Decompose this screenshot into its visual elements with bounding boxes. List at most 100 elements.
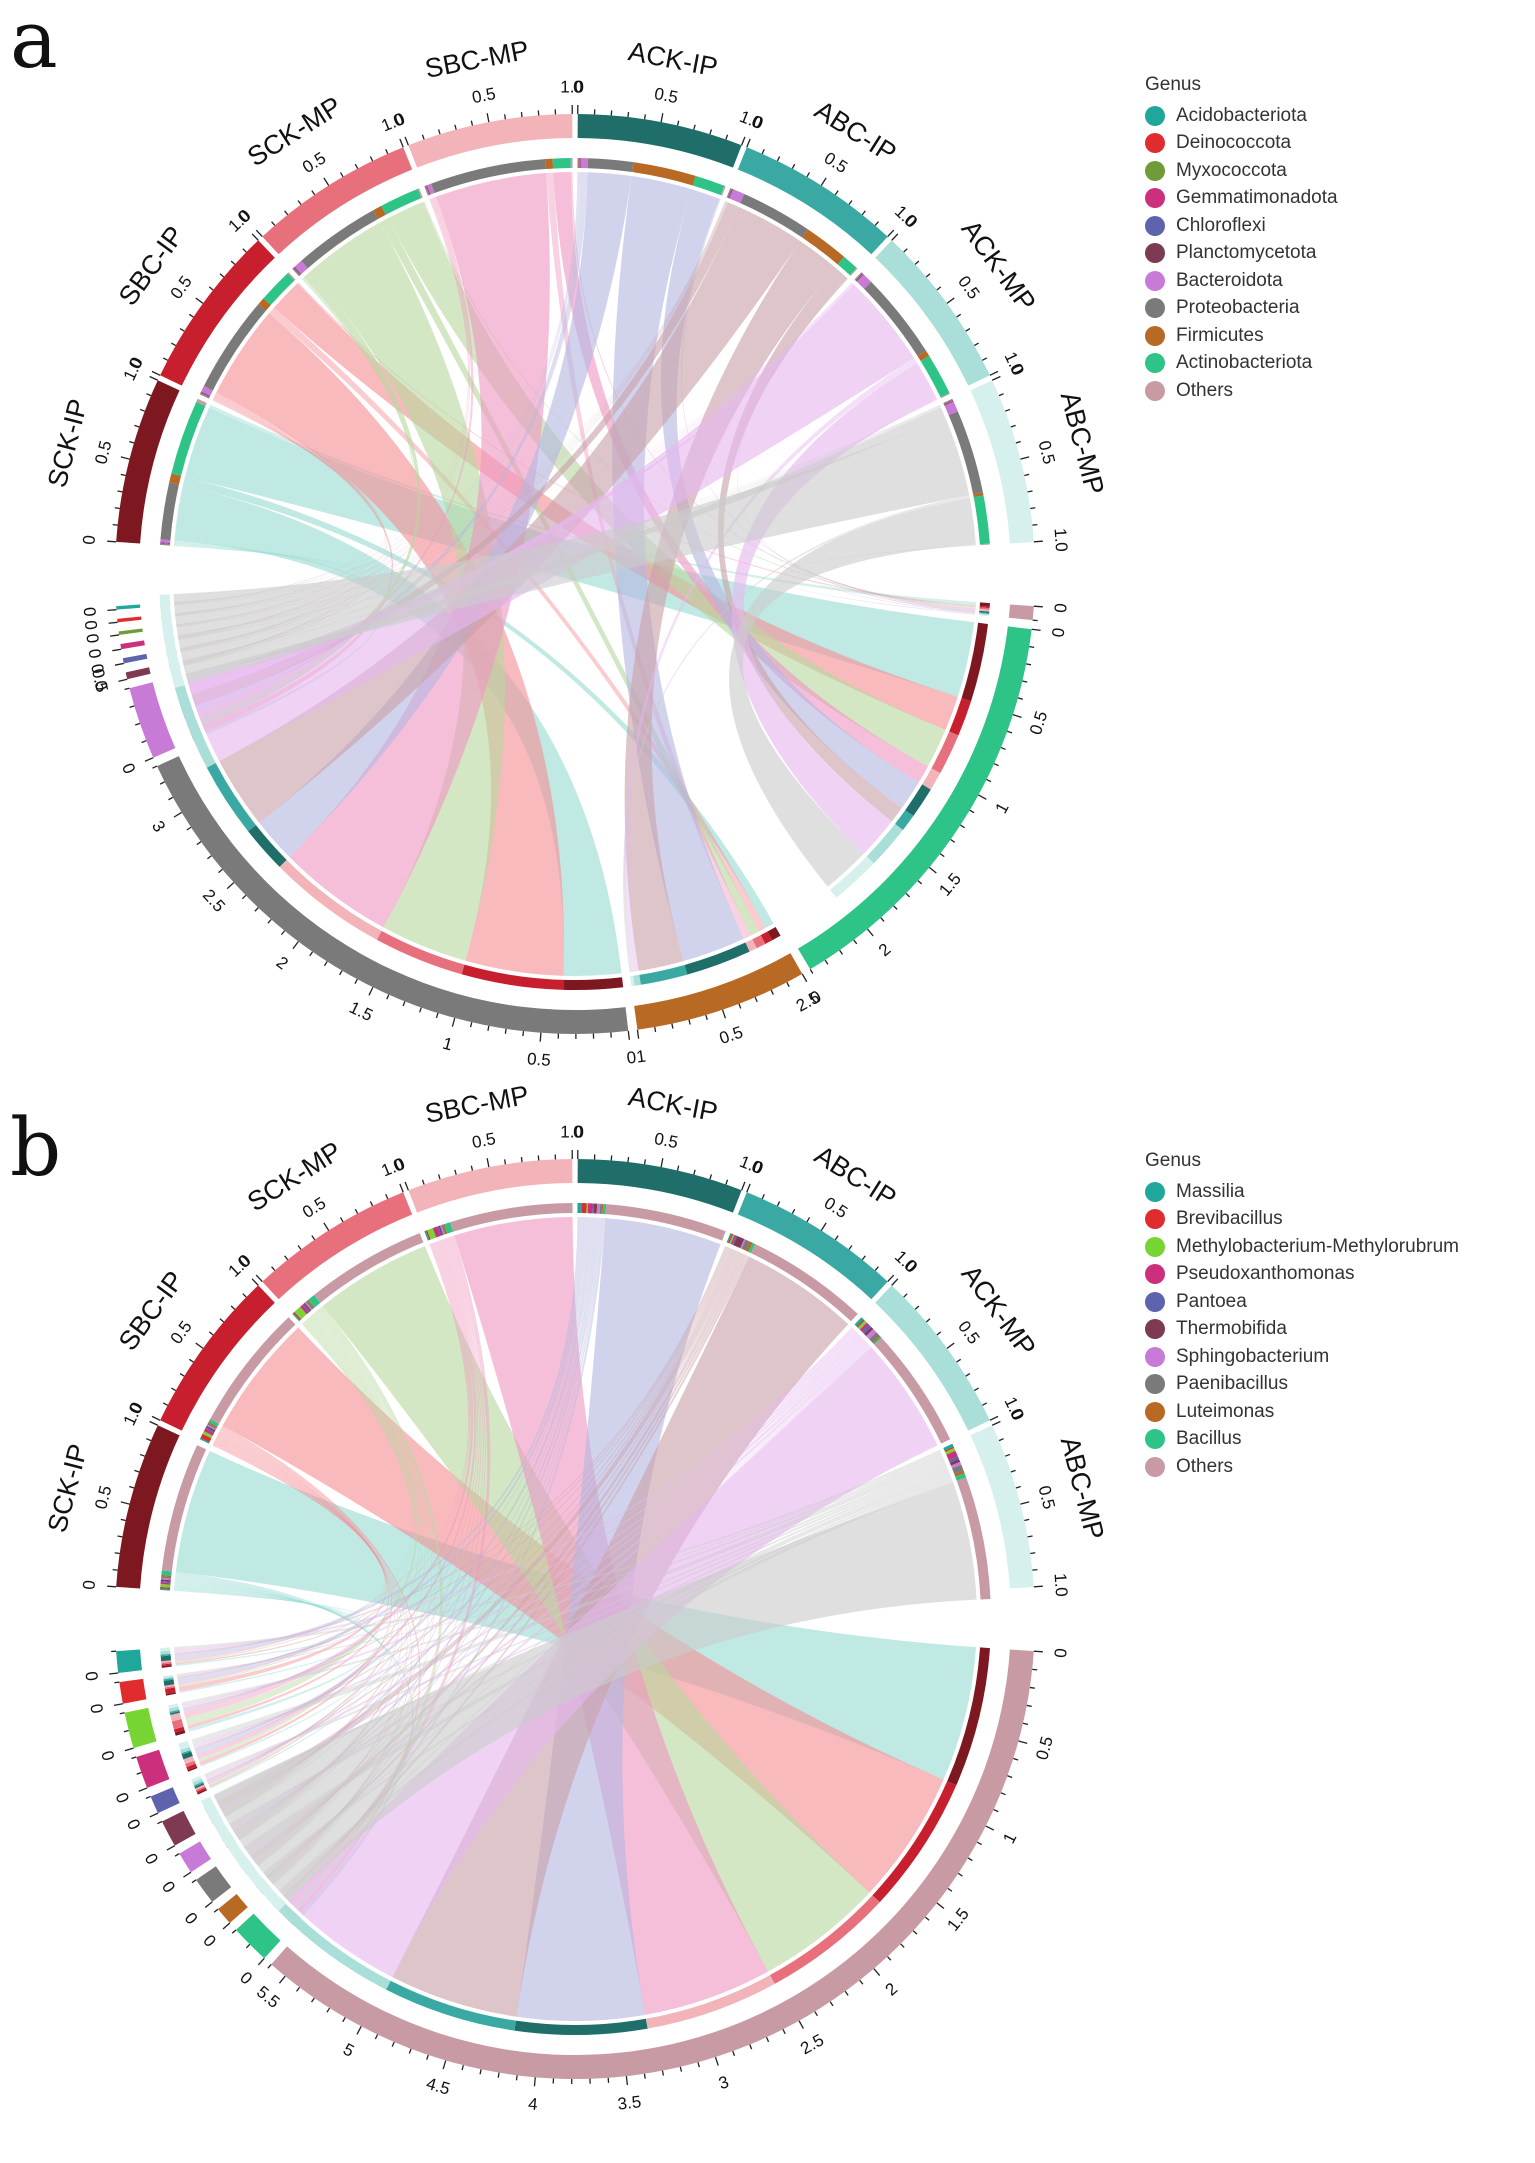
axis-tick [166,1845,176,1851]
axis-tick [280,930,286,936]
sample-composition-segment [973,492,984,498]
axis-tick [1033,1585,1043,1588]
sample-composition-segment [292,268,300,276]
axis-tick [786,981,790,988]
sample-composition-segment [208,1421,218,1428]
axis-actinobacteriota [809,628,1041,974]
axis-tick [1022,680,1028,683]
sample-tick-label: 1.0 [1051,1572,1072,1597]
legend-swatch [1145,215,1165,236]
sample-tick-label: 0.5 [299,148,329,177]
sample-composition-segment [856,274,872,289]
sample-composition-segment [203,304,267,391]
axis-tick [839,949,844,955]
axis-tick [679,2066,683,2072]
axis-tick [991,375,1001,381]
sample-composition-segment [292,1312,301,1322]
axis-tick [391,2041,395,2047]
taxon-composition-segment [162,1674,174,1678]
sample-composition-segment [578,158,580,169]
taxon-composition-segment [159,594,183,683]
axis-tick [688,1019,691,1025]
legend-swatch [1145,1401,1165,1422]
axis-tick [986,778,992,783]
legend-label: Acidobacteriota [1176,104,1307,126]
taxon-composition-segment [206,762,256,832]
legend-swatch [1145,1346,1165,1367]
legend-label: Brevibacillus [1176,1208,1283,1230]
taxon-tick-label: 2 [882,1979,902,2000]
axis-tick [1018,1740,1028,1745]
legend-item-methylobacterium-methylorubrum: Methylobacterium-Methylorubrum [1145,1233,1459,1261]
sample-composition-segment [859,1322,870,1332]
axis-tick [437,1174,441,1180]
axis-tick [936,286,942,291]
axis-bacillus [231,1929,265,1966]
sample-composition-segment [210,1317,296,1424]
axis-tick [267,919,272,924]
axis-tick [960,824,966,829]
taxon-composition-segment [164,1685,175,1690]
taxon-tick-label: 1 [999,1830,1020,1847]
axis-tick [1020,1501,1030,1505]
sample-tick-label: 0.5 [954,1317,983,1347]
legend-item-proteobacteria: Proteobacteria [1145,295,1338,323]
axis-tick [874,1266,879,1271]
axis-tick [114,1681,120,1684]
axis-tick [912,1930,918,1935]
taxon-tick-label: 0 [141,1850,162,1868]
axis-tick [676,120,680,126]
axis-tick [245,1943,251,1949]
chord-link-sbc-ip-actinobacteriota [273,283,958,730]
sample-composition-segment [866,1329,877,1340]
sample-composition-segment [196,398,207,407]
axis-tick [721,1009,727,1019]
axis-tick [1007,730,1013,734]
sample-composition-segment [160,543,171,545]
sample-composition-segment [373,205,386,219]
sector-abc-mp [970,1425,1034,1589]
axis-tick [1033,540,1043,543]
taxon-tick-label: 0 [97,1749,118,1763]
taxon-tick-label: 1.5 [943,1904,973,1934]
legend-swatch [1145,1291,1165,1312]
axis-tick [522,1031,525,1037]
axis-paenibacillus [191,1879,213,1908]
legend-label: Proteobacteria [1176,297,1300,319]
axis-tick [661,2070,665,2076]
sample-label-abc-ip: ABC-IP [809,95,901,169]
sample-composition-segment [943,400,954,406]
legend-label: Chloroflexi [1176,214,1266,236]
legend-label: Gemmatimonadota [1176,187,1338,209]
sample-label-ack-ip: ACK-IP [626,36,720,82]
chord-link-sbc-ip-pantoea [209,1433,395,1788]
legend-swatch [1145,188,1165,209]
sample-composition-segment [854,272,862,280]
axis-tick [965,1372,971,1377]
sample-composition-segment [857,1320,867,1330]
sector-sck-mp [262,1192,413,1300]
sample-composition-segment [203,1428,215,1436]
sample-composition-segment [426,185,431,195]
axis-tick [798,2020,805,2029]
axis-tick [284,1255,289,1261]
sample-composition-segment [869,1332,880,1343]
axis-tick [533,2077,536,2087]
axis-tick [139,408,146,412]
axis-tick [369,156,374,162]
axis-tick [1015,440,1021,444]
axis-tick [297,1245,302,1250]
taxon-tick-label: 1.5 [346,998,376,1025]
axis-tick [208,286,214,291]
axis-abc-mp [991,1420,1043,1588]
taxon-composition-segment [630,975,635,987]
axis-tick [174,1853,180,1857]
sample-composition-segment [864,281,926,356]
axis-pseudoxanthomonas [131,1756,148,1792]
axis-tick [339,1217,344,1223]
axis-tick [1020,456,1030,460]
taxon-composition-segment [168,1703,179,1709]
axis-tick [539,1032,542,1042]
sample-composition-segment [437,1226,442,1236]
axis-tick [131,1756,137,1760]
